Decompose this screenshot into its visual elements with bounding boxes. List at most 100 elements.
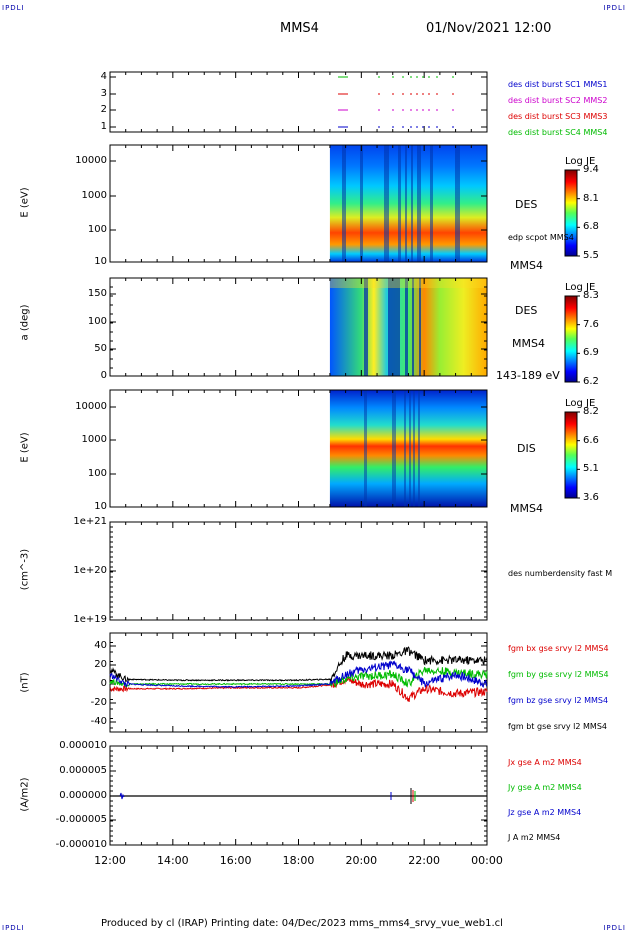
bfield-panel-legend-entry: fgm by gse srvy l2 MMS4 <box>508 670 609 679</box>
des-pitch-panel-spectrogram-stripe <box>412 278 414 376</box>
burst-panel-ytick-label: 4 <box>100 71 107 82</box>
burst-panel-legend-entry: des dist burst SC4 MMS4 <box>508 128 608 137</box>
des-energy-panel-ytick-label: 10000 <box>75 155 107 166</box>
des-pitch-panel-ytick-label: 50 <box>94 343 107 354</box>
dis-energy-panel-colorbar <box>564 411 578 499</box>
dis-energy-panel-colorbar-label: 5.1 <box>583 463 599 475</box>
time-axis-tick-label: 16:00 <box>219 854 252 867</box>
panels-layer <box>109 71 580 846</box>
des-energy-panel-spectrogram-stripe <box>384 145 389 262</box>
des-pitch-panel-colorbar-title: Log JE <box>565 282 596 293</box>
des-energy-panel-colorbar <box>564 169 578 257</box>
corner-label-bottom-right: IPDLI <box>603 924 626 932</box>
dis-energy-panel-ytick-label: 1000 <box>81 434 107 445</box>
density-panel-ytick-label: 1e+20 <box>73 565 107 576</box>
dis-energy-panel-instrument-label: DIS <box>517 442 536 455</box>
dis-energy-panel-ytick-label: 10000 <box>75 401 107 412</box>
current-panel-ytick-label: 0.000005 <box>59 765 107 776</box>
time-axis-tick-label: 00:00 <box>471 854 503 867</box>
dis-energy-panel-spectrogram-stripe <box>392 390 396 507</box>
burst-panel-ytick-label: 1 <box>100 121 107 132</box>
dis-energy-panel-spectrogram-stripe <box>404 390 406 507</box>
des-energy-panel-colorbar-label: 6.8 <box>583 221 599 233</box>
des-pitch-panel-colorbar-label: 6.2 <box>583 376 599 387</box>
burst-panel-legend-entry: des dist burst SC1 MMS1 <box>508 80 608 89</box>
current-panel-legend-entry: Jx gse A m2 MMS4 <box>508 758 582 767</box>
des-energy-panel-spectrogram-stripe <box>417 145 421 262</box>
des-energy-panel-colorbar-label: 9.4 <box>583 164 599 175</box>
des-pitch-panel-spacecraft-label: MMS4 <box>512 337 545 350</box>
des-pitch-panel-energy-range-label: 143-189 eV <box>496 369 560 382</box>
des-pitch-panel-spectrogram-stripe <box>405 278 408 376</box>
bfield-panel-ytick-label: 40 <box>94 640 107 651</box>
des-energy-panel-ytick-label: 100 <box>87 224 107 235</box>
des-pitch-panel-colorbar <box>564 295 578 383</box>
current-panel-series-line <box>119 792 125 800</box>
burst-panel-frame <box>109 71 488 133</box>
current-panel-ytick-label: -0.000005 <box>55 814 107 825</box>
des-energy-panel-colorbar-label: 8.1 <box>583 192 599 204</box>
dis-energy-panel-spacecraft-label: MMS4 <box>510 502 543 515</box>
des-pitch-panel-ylabel: a (deg) <box>19 304 31 341</box>
des-energy-panel-instrument-label: DES <box>515 198 538 211</box>
dis-energy-panel-spectrogram <box>329 390 487 507</box>
burst-panel-legend-entry: des dist burst SC2 MMS2 <box>508 96 608 105</box>
density-panel-frame <box>109 521 488 621</box>
des-pitch-panel-ytick-label: 100 <box>87 316 107 327</box>
bfield-panel-ytick-label: -40 <box>90 716 107 727</box>
des-pitch-panel-spectrogram-stripe <box>364 278 368 376</box>
header-spacecraft: MMS4 <box>280 21 319 36</box>
corner-label-top-right: IPDLI <box>603 4 626 12</box>
time-axis-tick-label: 22:00 <box>408 854 440 867</box>
des-energy-panel-spectrogram-stripe <box>411 145 413 262</box>
des-energy-panel-spectrogram-stripe <box>398 145 401 262</box>
burst-panel-ytick-label: 3 <box>100 88 107 99</box>
current-panel-ylabel: (A/m2) <box>19 777 31 812</box>
bfield-panel-series-line <box>109 646 488 682</box>
des-pitch-panel-spectrogram <box>329 278 487 376</box>
des-energy-panel-spectrogram <box>329 145 487 262</box>
dis-energy-panel-colorbar-label: 8.2 <box>583 406 599 417</box>
des-energy-panel-spectrogram-stripe <box>430 145 433 262</box>
des-pitch-panel-spectrogram-stripe <box>388 278 400 376</box>
dis-energy-panel-ytick-label: 10 <box>94 501 107 512</box>
burst-panel-ytick-label: 2 <box>100 104 107 115</box>
des-energy-panel-ytick-label: 10 <box>94 256 107 267</box>
bfield-panel-series-line <box>109 660 488 688</box>
density-panel-ytick-label: 1e+21 <box>73 516 107 527</box>
des-energy-panel-spectrogram-stripe <box>360 145 363 262</box>
current-panel-ytick-label: -0.000010 <box>55 839 107 850</box>
footer-text: Produced by cl (IRAP) Printing date: 04/… <box>101 918 503 929</box>
dis-energy-panel-spectrogram-stripe <box>413 390 415 507</box>
bfield-panel-ylabel: (nT) <box>19 672 31 693</box>
density-panel-legend-entry: des numberdensity fast M <box>508 569 613 578</box>
current-panel-legend-entry: Jz gse A m2 MMS4 <box>508 808 582 817</box>
bfield-panel-legend-entry: fgm bx gse srvy l2 MMS4 <box>508 644 609 653</box>
dis-energy-panel-spectrogram-stripe <box>364 390 367 507</box>
bfield-panel-legend-entry: fgm bt gse srvy l2 MMS4 <box>508 722 607 731</box>
density-panel-ytick-label: 1e+19 <box>73 614 107 625</box>
current-panel-ytick-label: 0.000010 <box>59 740 107 751</box>
bfield-panel-ytick-label: -20 <box>90 697 107 708</box>
density-panel-ylabel: (cm^-3) <box>19 548 31 591</box>
dis-energy-panel-ytick-label: 100 <box>87 468 107 479</box>
des-pitch-panel-colorbar-label: 7.6 <box>583 318 599 330</box>
time-axis-tick-label: 12:00 <box>94 854 126 867</box>
current-panel-legend-entry: J A m2 MMS4 <box>508 833 561 842</box>
dis-energy-panel-colorbar-label: 3.6 <box>583 492 599 503</box>
time-axis-tick-label: 14:00 <box>156 854 189 867</box>
des-energy-panel-spectrogram-stripe <box>342 145 346 262</box>
des-pitch-panel-colorbar-label: 6.9 <box>583 347 599 359</box>
des-energy-panel-colorbar-label: 5.5 <box>583 250 599 261</box>
time-axis-tick-label: 20:00 <box>345 854 378 867</box>
des-energy-panel-ylabel: E (eV) <box>19 187 31 218</box>
des-energy-panel-overlay-label: edp scpot MMS4 <box>508 233 574 242</box>
current-panel-legend-entry: Jy gse A m2 MMS4 <box>508 783 582 792</box>
corner-label-top-left: IPDLI <box>2 4 25 12</box>
corner-label-bottom-left: IPDLI <box>2 924 25 932</box>
time-axis-tick-label: 18:00 <box>282 854 315 867</box>
des-energy-panel-colorbar-title: Log JE <box>565 156 596 167</box>
dis-energy-panel-colorbar-title: Log JE <box>565 398 596 409</box>
bfield-panel-ytick-label: 0 <box>100 678 107 689</box>
des-energy-panel-spectrogram-stripe <box>405 145 407 262</box>
